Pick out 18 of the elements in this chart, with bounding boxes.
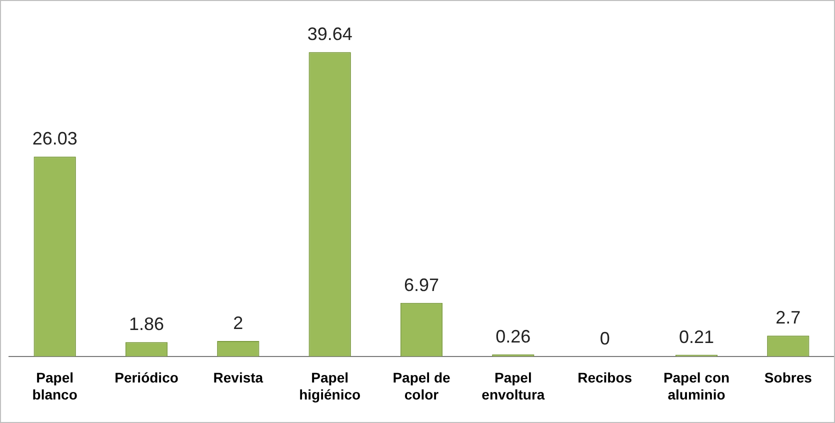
x-tick-label: Papel de color — [392, 370, 450, 402]
data-label: 2 — [233, 313, 244, 334]
x-tick-label: Revista — [213, 370, 264, 386]
data-label: 1.86 — [128, 314, 164, 334]
data-label: 2.7 — [776, 308, 801, 328]
data-label: 6.97 — [404, 274, 440, 295]
x-tick-label: Papel blanco — [32, 370, 78, 402]
x-tick-label: Periódico — [114, 370, 178, 386]
x-tick-label: Papel higiénico — [299, 370, 361, 402]
data-label: 0.26 — [496, 326, 531, 346]
data-label: 0.21 — [678, 326, 714, 347]
data-label: 39.64 — [307, 24, 352, 44]
data-label: 0 — [600, 328, 610, 348]
x-tick-label: Papel con aluminio — [663, 370, 730, 402]
x-tick-label: Sobres — [764, 370, 812, 386]
x-tick-label: Papel envoltura — [482, 370, 545, 402]
data-label: 26.03 — [32, 128, 78, 149]
x-tick-label: Recibos — [578, 370, 632, 386]
